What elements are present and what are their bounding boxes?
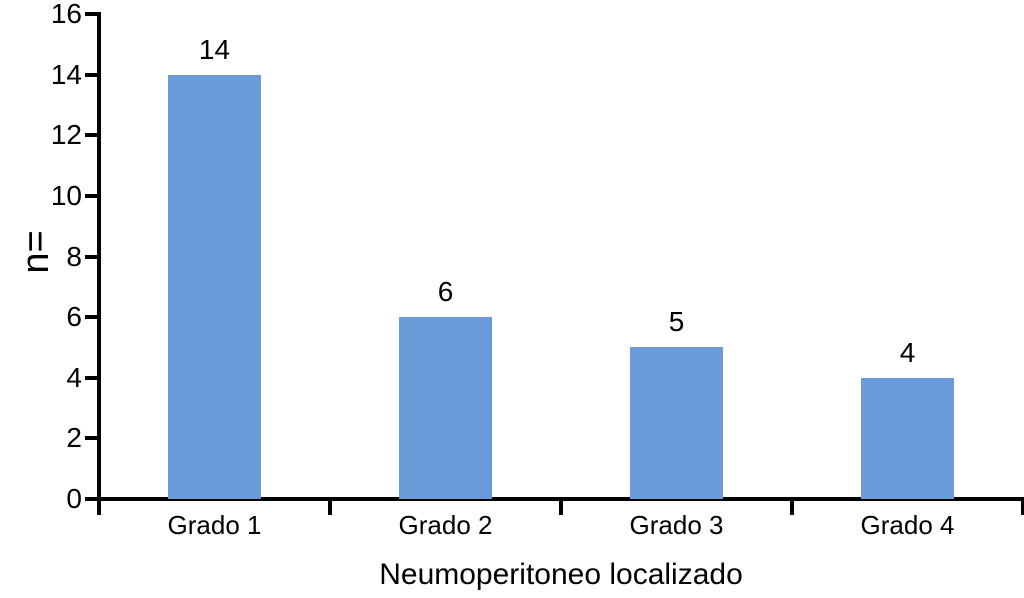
y-axis-line [97, 12, 101, 501]
y-tick-mark [85, 497, 98, 501]
bar-grado-1 [168, 74, 261, 499]
y-tick-label: 0 [66, 483, 82, 514]
y-tick-mark [85, 72, 98, 77]
bar-value-label: 4 [899, 336, 916, 368]
y-tick-label: 8 [66, 240, 82, 272]
bar-value-label: 14 [198, 33, 231, 65]
bar-value-label: 6 [437, 276, 454, 308]
x-category-label: Grado 1 [167, 510, 262, 540]
y-tick-mark [85, 12, 98, 16]
x-category-label: Grado 3 [629, 510, 724, 540]
y-tick-label: 16 [50, 0, 82, 29]
x-category-label: Grado 2 [398, 510, 493, 540]
y-tick-mark [85, 315, 98, 320]
y-tick-label: 2 [66, 422, 82, 454]
x-axis-line [97, 497, 1024, 501]
bar-grado-4 [861, 377, 954, 499]
x-category-label: Grado 4 [860, 510, 955, 540]
y-tick-mark [85, 375, 98, 380]
y-tick-mark [85, 133, 98, 138]
y-tick-label: 4 [66, 361, 82, 393]
bar-value-label: 5 [668, 306, 685, 338]
x-tick-mark [328, 501, 332, 515]
bar-grado-2 [399, 317, 492, 499]
y-tick-mark [85, 193, 98, 198]
y-tick-mark [85, 436, 98, 441]
y-tick-label: 12 [50, 119, 82, 151]
y-tick-mark [85, 254, 98, 259]
y-tick-label: 14 [50, 58, 82, 90]
x-tick-mark [559, 501, 563, 515]
y-tick-label: 6 [66, 301, 82, 333]
x-tick-mark [97, 501, 101, 515]
x-tick-mark [1021, 501, 1024, 515]
x-axis-title: Neumoperitoneo localizado [379, 558, 743, 591]
x-tick-mark [790, 501, 794, 515]
bar-grado-3 [630, 347, 723, 499]
y-tick-label: 10 [50, 179, 82, 211]
